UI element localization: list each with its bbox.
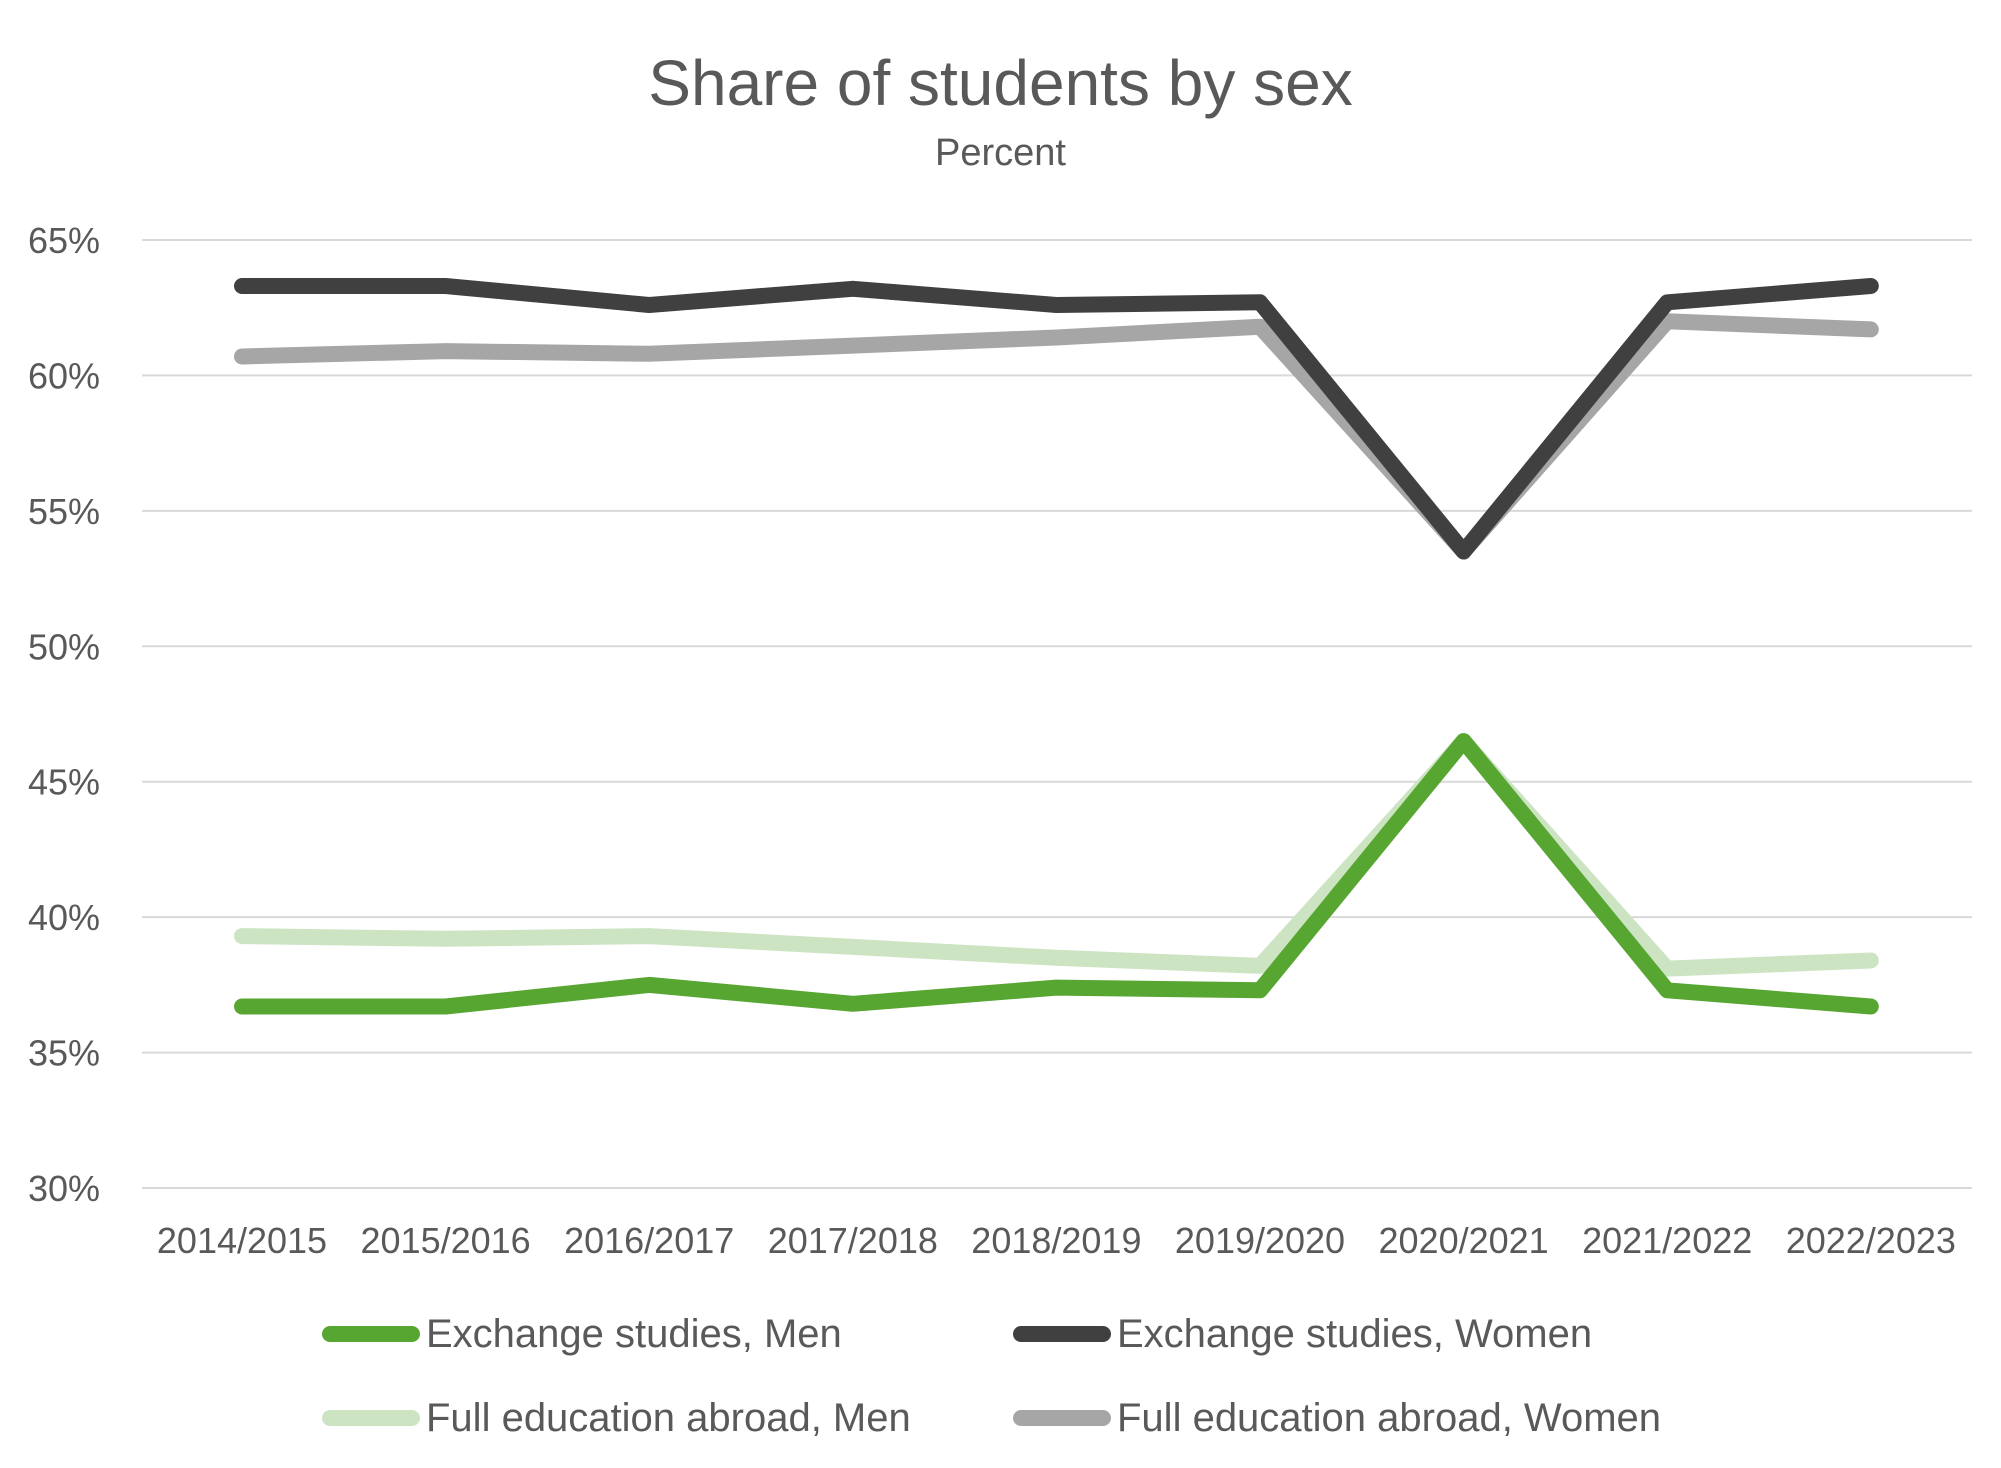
series-line-full-education-abroad-men (234, 733, 1879, 977)
y-tick-label: 45% (28, 762, 100, 803)
x-tick-label: 2019/2020 (1175, 1220, 1345, 1261)
legend-swatch (1013, 1326, 1111, 1342)
series-line-exchange-studies-women (234, 278, 1879, 560)
x-tick-label: 2020/2021 (1379, 1220, 1549, 1261)
x-tick-label: 2022/2023 (1786, 1220, 1956, 1261)
x-tick-label: 2015/2016 (361, 1220, 531, 1261)
legend-item: Exchange studies, Women (1013, 1304, 1592, 1364)
y-tick-label: 30% (28, 1168, 100, 1209)
y-tick-label: 65% (28, 220, 100, 261)
x-axis-tick-labels: 2014/2015 2015/2016 2016/2017 2017/2018 2018… (157, 1220, 1956, 1261)
legend-label: Full education abroad, Men (426, 1395, 911, 1440)
legend-label: Full education abroad, Women (1117, 1395, 1662, 1440)
chart-title: Share of students by sex (648, 47, 1353, 119)
y-tick-label: 55% (28, 491, 100, 532)
legend-swatch (322, 1326, 420, 1342)
series-lines (234, 278, 1879, 1015)
y-tick-label: 60% (28, 355, 100, 396)
chart-subtitle: Percent (935, 132, 1066, 174)
legend-label: Exchange studies, Men (426, 1311, 842, 1356)
x-tick-label: 2016/2017 (564, 1220, 734, 1261)
y-tick-label: 35% (28, 1033, 100, 1074)
x-tick-label: 2017/2018 (768, 1220, 938, 1261)
y-tick-label: 50% (28, 626, 100, 667)
legend-swatch (322, 1410, 420, 1426)
gridlines (142, 239, 1972, 1189)
x-tick-label: 2018/2019 (971, 1220, 1141, 1261)
legend-item: Full education abroad, Men (322, 1388, 911, 1448)
line-chart: 30% 35% 40% 45% 50% 55% 60% 65% 2014/2015 2015/2… (28, 220, 1972, 1261)
x-tick-label: 2014/2015 (157, 1220, 327, 1261)
legend-swatch (1013, 1410, 1111, 1426)
y-axis-tick-labels: 30% 35% 40% 45% 50% 55% 60% 65% (28, 220, 100, 1209)
series-line-full-education-abroad-women (234, 313, 1879, 560)
legend-label: Exchange studies, Women (1117, 1311, 1593, 1356)
series-line-exchange-studies-men (234, 733, 1879, 1015)
legend-item: Full education abroad, Women (1013, 1388, 1661, 1448)
legend-item: Exchange studies, Men (322, 1304, 842, 1364)
y-tick-label: 40% (28, 897, 100, 938)
x-tick-label: 2021/2022 (1582, 1220, 1752, 1261)
